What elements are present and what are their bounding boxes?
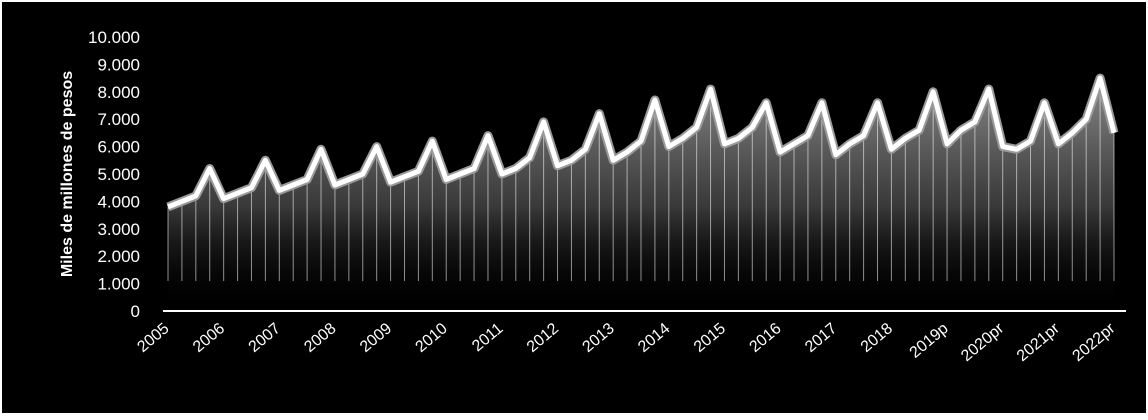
y-tick-label: 3.000	[97, 220, 140, 239]
y-tick-label: 7.000	[97, 110, 140, 129]
y-tick-label: 0	[131, 302, 140, 321]
y-tick-label: 6.000	[97, 138, 140, 157]
y-tick-label: 5.000	[97, 165, 140, 184]
area-layer	[167, 78, 1115, 311]
y-tick-label: 10.000	[88, 28, 140, 47]
y-tick-labels: 0 1.000 2.000 3.000 4.000 5.000 6.000 7.000 8.00…	[88, 28, 140, 321]
y-tick-label: 2.000	[97, 247, 140, 266]
y-tick-label: 1.000	[97, 275, 140, 294]
series-line	[167, 75, 1117, 210]
y-tick-label: 8.000	[97, 83, 140, 102]
y-axis-title: Miles de millones de pesos	[59, 71, 76, 277]
y-tick-label: 4.000	[97, 192, 140, 211]
y-tick-label: 9.000	[97, 55, 140, 74]
line-layer	[166, 73, 1119, 212]
